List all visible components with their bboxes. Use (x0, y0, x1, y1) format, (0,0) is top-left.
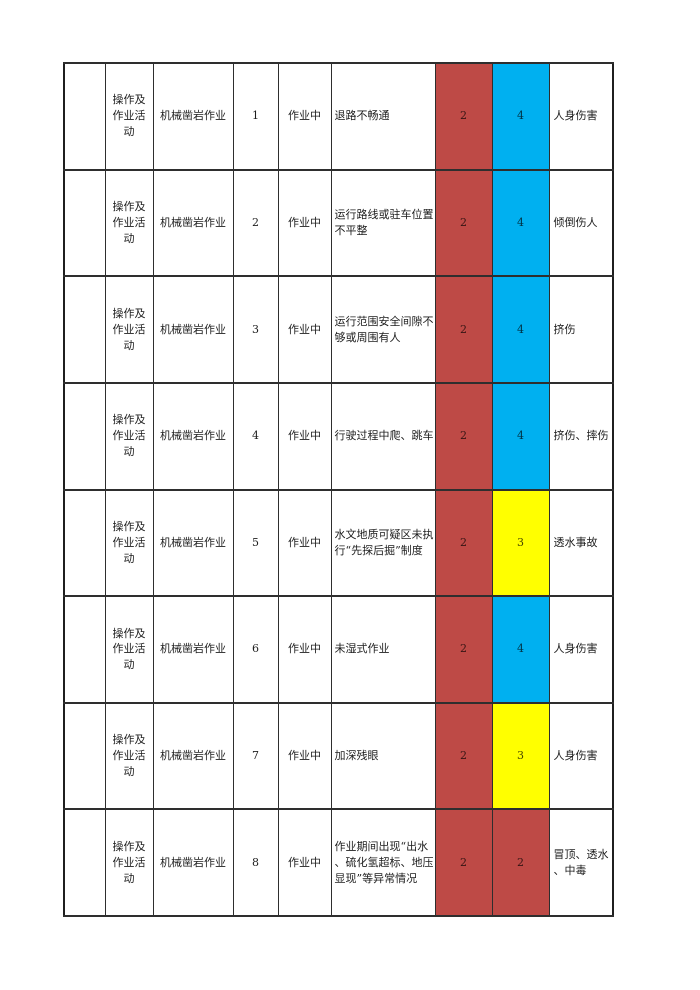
cell-rating-1: 2 (434, 595, 493, 704)
cell-blank (63, 701, 106, 811)
cell-hazard-description: 运行路线或驻车位置不平整 (330, 168, 436, 278)
cell-activity: 机械凿岩作业 (152, 488, 234, 598)
cell-rating-2: 4 (491, 275, 550, 384)
cell-phase: 作业中 (277, 701, 332, 811)
cell-rating-2: 4 (491, 168, 550, 278)
table-row: 操作及作业活动 机械凿岩作业 7 作业中 加深残眼 2 3 人身伤害 (63, 701, 614, 811)
cell-activity: 机械凿岩作业 (152, 808, 234, 917)
cell-activity: 机械凿岩作业 (152, 168, 234, 278)
cell-rating-1: 2 (434, 275, 493, 384)
cell-rating-1: 2 (434, 381, 493, 491)
cell-hazard-description: 退路不畅通 (330, 62, 436, 171)
cell-rating-1: 2 (434, 168, 493, 278)
table-body: 操作及作业活动 机械凿岩作业 1 作业中 退路不畅通 2 4 人身伤害 操作及作… (63, 62, 614, 917)
cell-category: 操作及作业活动 (104, 808, 154, 917)
cell-rating-1: 2 (434, 808, 493, 917)
cell-blank (63, 595, 106, 704)
cell-consequence: 挤伤、摔伤 (548, 381, 614, 491)
cell-sequence-number: 7 (232, 701, 279, 811)
cell-category: 操作及作业活动 (104, 595, 154, 704)
cell-phase: 作业中 (277, 62, 332, 171)
cell-sequence-number: 6 (232, 595, 279, 704)
cell-hazard-description: 加深残眼 (330, 701, 436, 811)
cell-phase: 作业中 (277, 381, 332, 491)
cell-activity: 机械凿岩作业 (152, 595, 234, 704)
cell-blank (63, 62, 106, 171)
cell-phase: 作业中 (277, 488, 332, 598)
cell-rating-1: 2 (434, 62, 493, 171)
cell-consequence: 倾倒伤人 (548, 168, 614, 278)
cell-consequence: 人身伤害 (548, 701, 614, 811)
cell-blank (63, 381, 106, 491)
risk-table-container: 操作及作业活动 机械凿岩作业 1 作业中 退路不畅通 2 4 人身伤害 操作及作… (63, 62, 614, 917)
cell-activity: 机械凿岩作业 (152, 275, 234, 384)
cell-sequence-number: 4 (232, 381, 279, 491)
table-row: 操作及作业活动 机械凿岩作业 3 作业中 运行范围安全间隙不够或周围有人 2 4… (63, 275, 614, 384)
cell-consequence: 透水事故 (548, 488, 614, 598)
cell-phase: 作业中 (277, 275, 332, 384)
cell-rating-2: 2 (491, 808, 550, 917)
cell-blank (63, 808, 106, 917)
cell-category: 操作及作业活动 (104, 701, 154, 811)
cell-blank (63, 168, 106, 278)
cell-category: 操作及作业活动 (104, 168, 154, 278)
cell-activity: 机械凿岩作业 (152, 62, 234, 171)
cell-rating-2: 3 (491, 701, 550, 811)
cell-activity: 机械凿岩作业 (152, 381, 234, 491)
table-row: 操作及作业活动 机械凿岩作业 4 作业中 行驶过程中爬、跳车 2 4 挤伤、摔伤 (63, 381, 614, 491)
cell-category: 操作及作业活动 (104, 62, 154, 171)
cell-hazard-description: 未湿式作业 (330, 595, 436, 704)
cell-rating-2: 3 (491, 488, 550, 598)
cell-phase: 作业中 (277, 595, 332, 704)
cell-blank (63, 488, 106, 598)
cell-category: 操作及作业活动 (104, 488, 154, 598)
cell-phase: 作业中 (277, 808, 332, 917)
table-row: 操作及作业活动 机械凿岩作业 8 作业中 作业期间出现“出水、硫化氢超标、地压显… (63, 808, 614, 917)
cell-category: 操作及作业活动 (104, 275, 154, 384)
risk-assessment-table: 操作及作业活动 机械凿岩作业 1 作业中 退路不畅通 2 4 人身伤害 操作及作… (63, 62, 614, 917)
cell-blank (63, 275, 106, 384)
cell-sequence-number: 1 (232, 62, 279, 171)
cell-hazard-description: 运行范围安全间隙不够或周围有人 (330, 275, 436, 384)
cell-consequence: 挤伤 (548, 275, 614, 384)
cell-rating-1: 2 (434, 701, 493, 811)
cell-consequence: 人身伤害 (548, 62, 614, 171)
cell-sequence-number: 8 (232, 808, 279, 917)
cell-hazard-description: 水文地质可疑区未执行“先探后掘”制度 (330, 488, 436, 598)
cell-activity: 机械凿岩作业 (152, 701, 234, 811)
cell-rating-1: 2 (434, 488, 493, 598)
table-row: 操作及作业活动 机械凿岩作业 1 作业中 退路不畅通 2 4 人身伤害 (63, 62, 614, 171)
cell-consequence: 冒顶、透水、中毒 (548, 808, 614, 917)
cell-sequence-number: 2 (232, 168, 279, 278)
cell-hazard-description: 行驶过程中爬、跳车 (330, 381, 436, 491)
cell-consequence: 人身伤害 (548, 595, 614, 704)
cell-sequence-number: 3 (232, 275, 279, 384)
cell-rating-2: 4 (491, 595, 550, 704)
cell-rating-2: 4 (491, 62, 550, 171)
table-row: 操作及作业活动 机械凿岩作业 6 作业中 未湿式作业 2 4 人身伤害 (63, 595, 614, 704)
cell-sequence-number: 5 (232, 488, 279, 598)
table-row: 操作及作业活动 机械凿岩作业 5 作业中 水文地质可疑区未执行“先探后掘”制度 … (63, 488, 614, 598)
cell-hazard-description: 作业期间出现“出水、硫化氢超标、地压显现”等异常情况 (330, 808, 436, 917)
cell-phase: 作业中 (277, 168, 332, 278)
cell-category: 操作及作业活动 (104, 381, 154, 491)
table-row: 操作及作业活动 机械凿岩作业 2 作业中 运行路线或驻车位置不平整 2 4 倾倒… (63, 168, 614, 278)
cell-rating-2: 4 (491, 381, 550, 491)
